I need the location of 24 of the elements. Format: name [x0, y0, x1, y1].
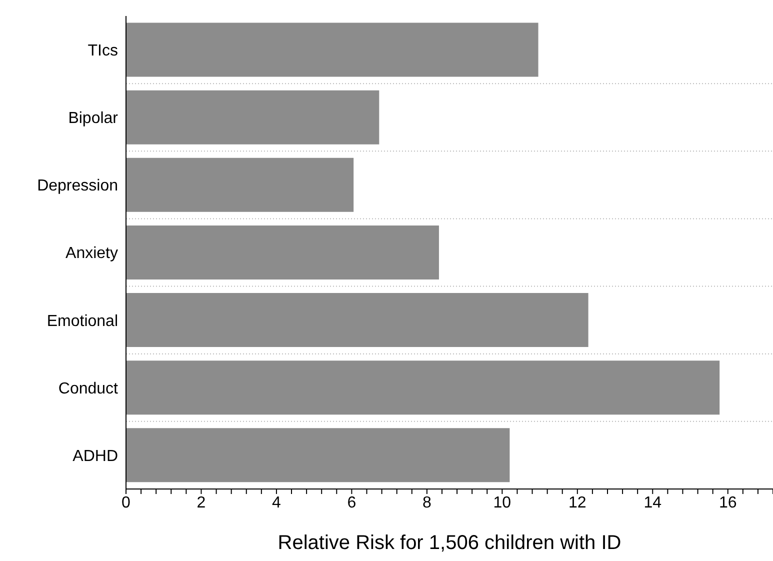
y-tick-label: ADHD — [72, 448, 118, 465]
x-tick-label: 6 — [347, 494, 356, 512]
x-tick-label: 10 — [493, 494, 512, 512]
bar — [126, 225, 439, 280]
bar — [126, 293, 588, 348]
y-tick-label: Emotional — [46, 312, 118, 330]
bar — [126, 158, 354, 212]
y-tick-label: Bipolar — [68, 110, 119, 128]
bar — [126, 360, 720, 415]
bar — [126, 428, 510, 482]
bar — [126, 90, 380, 144]
bar — [126, 22, 538, 77]
y-tick-label: Anxiety — [66, 245, 118, 262]
x-tick-label: 12 — [568, 494, 586, 512]
x-tick-label: 0 — [122, 494, 131, 512]
x-tick-label: 14 — [644, 494, 662, 512]
x-tick-label: 4 — [272, 494, 282, 512]
y-tick-label: TIcs — [88, 42, 118, 60]
x-tick-label: 2 — [196, 494, 206, 512]
x-tick-label: 8 — [422, 494, 432, 512]
y-tick-label: Depression — [37, 178, 118, 195]
x-tick-label: 16 — [718, 494, 737, 512]
y-tick-label: Conduct — [58, 380, 119, 398]
x-axis-title: Relative Risk for 1,506 children with ID — [278, 532, 622, 554]
